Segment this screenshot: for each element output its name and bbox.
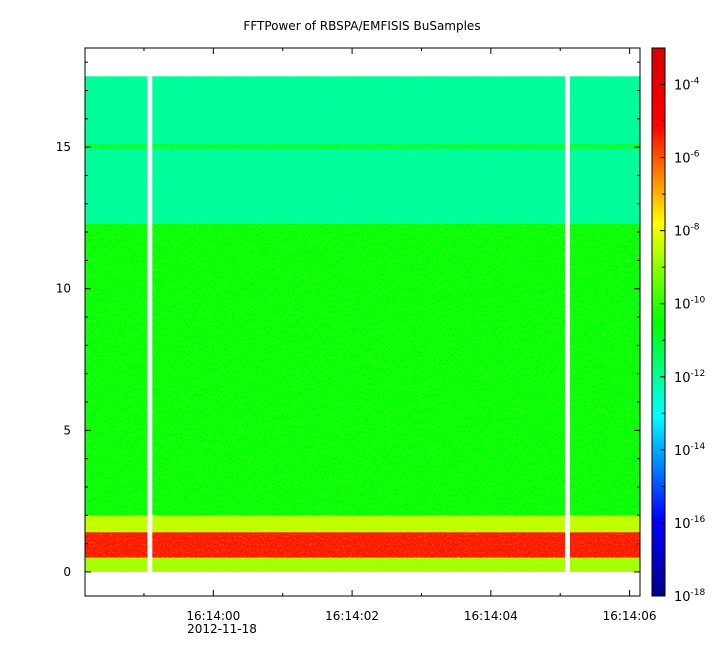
colorbar-tick-label: 10-12 xyxy=(674,369,705,386)
data-gap xyxy=(147,76,153,572)
data-gap xyxy=(565,76,570,572)
colorbar-tick-label: 10-6 xyxy=(674,150,700,167)
plot-frame xyxy=(84,47,641,597)
spectrogram-texture xyxy=(85,144,640,149)
spectrogram-texture xyxy=(85,532,640,558)
y-tick-label: 10 xyxy=(56,282,71,296)
colorbar: 10-4 10-6 10-8 10-10 10-12 10-14 10-16 10-18 xyxy=(651,47,706,605)
y-tick-label: 5 xyxy=(63,423,71,437)
colorbar-tick-label: 10-18 xyxy=(674,588,706,605)
colorbar-tick-label: 10-4 xyxy=(674,77,700,94)
colorbar-tick-label: 10-8 xyxy=(674,223,700,240)
x-tick-label: 16:14:04 xyxy=(464,609,518,623)
y-tick-label: 0 xyxy=(63,565,71,579)
y-axis: 0 5 10 15 xyxy=(56,61,640,579)
x-tick-label: 16:14:06 xyxy=(603,609,657,623)
colorbar-gradient xyxy=(651,47,666,597)
x-tick-label: 16:14:00 xyxy=(186,609,240,623)
spectrogram-texture xyxy=(85,223,640,516)
y-tick-label: 15 xyxy=(56,140,71,154)
colorbar-tick-label: 10-14 xyxy=(674,442,706,459)
data-gaps xyxy=(147,76,570,572)
spectrogram-regions xyxy=(85,76,640,572)
x-axis: 16:14:00 16:14:02 16:14:04 16:14:06 xyxy=(143,48,657,623)
x-axis-date-label: 2012-11-18 xyxy=(187,622,257,636)
x-tick-label: 16:14:02 xyxy=(325,609,379,623)
chart-title: FFTPower of RBSPA/EMFISIS BuSamples xyxy=(243,19,480,33)
spectrogram-texture xyxy=(85,515,640,533)
colorbar-tick-label: 10-16 xyxy=(674,515,706,532)
colorbar-tick-label: 10-10 xyxy=(674,296,706,313)
spectrogram-texture xyxy=(85,76,640,224)
spectrogram-texture xyxy=(85,557,640,572)
